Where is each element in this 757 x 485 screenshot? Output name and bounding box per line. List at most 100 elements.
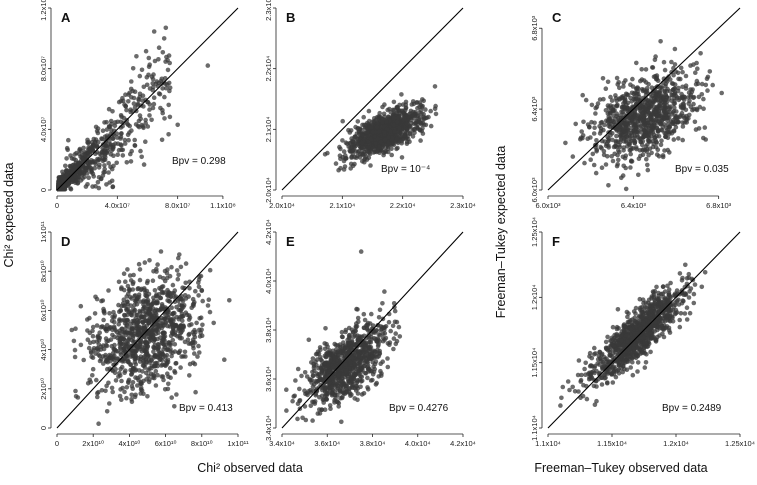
- data-point: [133, 392, 138, 398]
- data-point: [415, 105, 420, 111]
- data-point: [143, 139, 148, 144]
- data-point: [72, 152, 78, 157]
- data-point: [637, 108, 643, 113]
- data-point: [671, 101, 677, 107]
- data-point: [417, 127, 423, 133]
- data-point: [90, 324, 96, 330]
- data-point: [565, 379, 571, 384]
- data-point: [587, 124, 592, 130]
- data-point: [395, 136, 400, 141]
- data-point: [322, 346, 328, 352]
- data-point: [401, 117, 407, 123]
- data-point: [75, 174, 81, 180]
- data-point: [310, 384, 316, 389]
- data-point: [693, 127, 699, 132]
- data-point: [317, 411, 323, 416]
- data-point: [157, 353, 162, 359]
- data-point: [92, 139, 98, 145]
- data-point: [187, 373, 192, 378]
- data-point: [691, 62, 696, 67]
- data-point: [174, 392, 179, 397]
- data-point: [211, 320, 216, 326]
- data-point: [172, 299, 178, 305]
- data-point: [367, 366, 372, 372]
- data-point: [295, 366, 301, 372]
- data-point: [168, 340, 173, 346]
- panels-group: 0 4.0x10⁷ 8.0x10⁷ 1.1x10⁸04.0x10⁷8.0x10⁷1.2…: [39, 0, 755, 448]
- data-point: [123, 279, 128, 285]
- data-point: [693, 82, 699, 87]
- data-point: [605, 380, 610, 385]
- data-point: [118, 308, 123, 313]
- data-point: [94, 339, 100, 344]
- data-point: [328, 356, 334, 362]
- data-point: [125, 122, 131, 128]
- data-point: [131, 332, 137, 337]
- data-point: [72, 165, 78, 170]
- data-point: [620, 109, 626, 115]
- data-point: [173, 361, 178, 366]
- data-point: [179, 303, 185, 309]
- data-point: [129, 392, 134, 398]
- data-point: [200, 298, 205, 304]
- data-point: [290, 398, 295, 404]
- data-point: [196, 280, 201, 285]
- data-point: [140, 363, 146, 368]
- data-point: [297, 386, 302, 392]
- data-point: [366, 108, 372, 114]
- data-point: [403, 105, 409, 110]
- identity-line: [281, 231, 464, 429]
- data-point: [196, 343, 201, 349]
- data-point: [160, 86, 165, 91]
- data-point: [183, 280, 188, 286]
- data-point: [140, 306, 146, 312]
- data-point: [655, 147, 661, 152]
- data-point: [128, 354, 134, 359]
- data-point: [623, 97, 628, 103]
- scatter-points: [284, 249, 403, 425]
- data-point: [132, 89, 138, 94]
- data-point: [380, 301, 385, 306]
- data-point: [81, 357, 86, 363]
- data-point: [594, 149, 599, 154]
- data-point: [174, 304, 179, 310]
- x-tick-label: 1.25x10⁴: [725, 439, 755, 448]
- data-point: [172, 342, 178, 347]
- data-point: [671, 137, 677, 142]
- data-point: [187, 315, 193, 320]
- data-point: [603, 339, 609, 345]
- data-point: [343, 362, 348, 367]
- data-point: [653, 54, 658, 59]
- data-point: [369, 337, 374, 342]
- data-point: [100, 173, 106, 178]
- data-point: [681, 114, 686, 119]
- data-point: [159, 302, 165, 307]
- data-point: [660, 128, 665, 133]
- bpv-annotation: Bpv = 0.4276: [389, 403, 449, 414]
- data-point: [375, 339, 380, 345]
- data-point: [85, 381, 91, 386]
- data-point: [662, 100, 668, 106]
- data-point: [328, 385, 334, 391]
- data-point: [649, 123, 654, 129]
- data-point: [322, 152, 328, 157]
- data-point: [126, 344, 131, 350]
- data-point: [362, 353, 367, 359]
- data-point: [367, 125, 372, 130]
- data-point: [157, 307, 162, 313]
- data-point: [196, 284, 202, 290]
- data-point: [391, 142, 397, 148]
- x-tick-label: 4x10¹⁰: [119, 439, 141, 448]
- data-point: [150, 331, 155, 336]
- data-point: [172, 322, 177, 328]
- data-point: [129, 383, 135, 389]
- data-point: [349, 154, 355, 159]
- data-point: [339, 419, 344, 425]
- data-point: [112, 123, 118, 128]
- data-point: [166, 132, 171, 137]
- data-point: [103, 343, 109, 348]
- data-point: [606, 138, 611, 144]
- data-point: [377, 110, 383, 116]
- identity-line: [547, 7, 741, 191]
- data-point: [122, 141, 128, 146]
